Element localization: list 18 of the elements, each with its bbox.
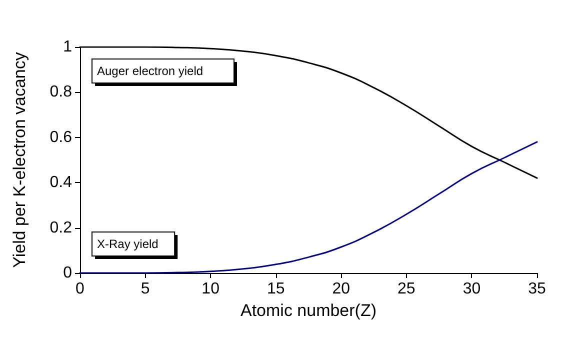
series-label: X-Ray yield (97, 237, 158, 251)
x-tick-label: 20 (332, 280, 350, 298)
y-axis-title: Yield per K-electron vacancy (10, 52, 29, 268)
y-tick-label: 0.6 (50, 128, 72, 146)
series-label: Auger electron yield (97, 64, 204, 78)
x-tick-label: 25 (398, 280, 416, 298)
x-tick-label: 10 (202, 280, 220, 298)
x-tick-label: 0 (76, 280, 85, 298)
y-tick-label: 0.2 (50, 219, 72, 236)
y-tick-label: 0 (63, 264, 72, 282)
x-tick-label: 15 (266, 280, 285, 298)
y-tick-label: 0.8 (50, 84, 72, 101)
x-tick-label: 35 (528, 280, 546, 298)
x-axis-title: Atomic number(Z) (240, 300, 377, 320)
y-tick-label: 0.4 (50, 174, 72, 192)
x-tick-label: 5 (140, 280, 150, 298)
x-tick-label: 30 (462, 280, 481, 298)
y-tick-label: 1 (63, 38, 72, 56)
